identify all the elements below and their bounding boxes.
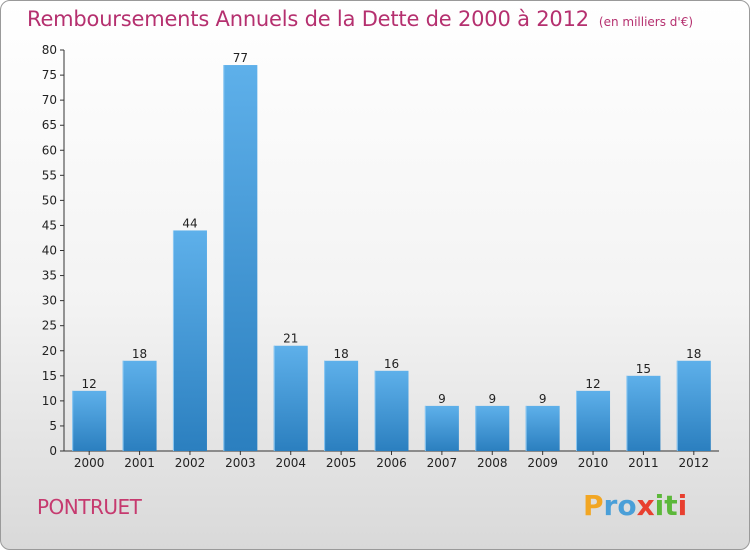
x-tick-label: 2009: [527, 456, 558, 470]
data-label: 18: [686, 347, 701, 361]
bar: [475, 405, 510, 451]
data-label: 9: [539, 392, 547, 406]
data-label: 16: [384, 357, 399, 371]
x-tick-label: 2007: [427, 456, 458, 470]
bar: [172, 230, 207, 451]
bar: [676, 360, 711, 451]
title-unit: (en milliers d'€): [598, 15, 694, 29]
y-tick-label: 25: [42, 319, 57, 333]
data-label: 12: [585, 377, 600, 391]
bar: [72, 390, 107, 451]
y-tick-label: 65: [42, 118, 57, 132]
bar: [223, 65, 258, 451]
commune-name: PONTRUET: [37, 495, 142, 519]
y-tick-label: 0: [49, 444, 57, 458]
y-tick-label: 35: [42, 269, 57, 283]
x-tick-label: 2004: [275, 456, 306, 470]
y-tick-label: 40: [42, 244, 57, 258]
y-tick-label: 75: [42, 68, 57, 82]
data-label: 44: [182, 216, 197, 230]
x-tick-label: 2010: [578, 456, 609, 470]
y-tick-label: 10: [42, 394, 57, 408]
bar: [122, 360, 157, 451]
y-tick-label: 45: [42, 218, 57, 232]
x-tick-label: 2002: [175, 456, 206, 470]
logo-letter: r: [603, 489, 618, 522]
y-tick-label: 20: [42, 344, 57, 358]
x-tick-label: 2008: [477, 456, 508, 470]
bar: [374, 370, 409, 451]
data-label: 77: [233, 51, 248, 65]
data-label: 18: [132, 347, 147, 361]
logo-letter: i: [654, 489, 665, 522]
proxiti-logo[interactable]: Proxiti: [583, 489, 687, 522]
data-label: 18: [333, 347, 348, 361]
data-label: 12: [82, 377, 97, 391]
data-label: 9: [438, 392, 446, 406]
bar: [525, 405, 560, 451]
logo-letter: P: [583, 489, 604, 522]
x-tick-label: 2003: [225, 456, 256, 470]
chart-title: Remboursements Annuels de la Dette de 20…: [27, 7, 693, 31]
logo-letter: i: [677, 489, 688, 522]
bar: [273, 345, 308, 451]
data-label: 9: [488, 392, 496, 406]
title-main: Remboursements Annuels de la Dette de 20…: [27, 7, 589, 31]
y-tick-label: 5: [49, 419, 57, 433]
bar: [626, 375, 661, 451]
x-tick-label: 2012: [679, 456, 710, 470]
bar: [576, 390, 611, 451]
y-tick-label: 50: [42, 193, 57, 207]
y-tick-label: 70: [42, 93, 57, 107]
x-tick-label: 2001: [124, 456, 155, 470]
bar: [324, 360, 359, 451]
x-tick-label: 2000: [74, 456, 105, 470]
x-tick-label: 2011: [628, 456, 659, 470]
bar: [424, 405, 459, 451]
y-tick-label: 30: [42, 294, 57, 308]
x-tick-label: 2005: [326, 456, 357, 470]
y-tick-label: 55: [42, 168, 57, 182]
logo-letter: x: [636, 489, 655, 522]
y-tick-label: 15: [42, 369, 57, 383]
data-label: 15: [636, 362, 651, 376]
data-label: 21: [283, 332, 298, 346]
logo-letter: o: [617, 489, 637, 522]
y-tick-label: 80: [42, 43, 57, 57]
logo-letter: t: [664, 489, 678, 522]
x-tick-label: 2006: [376, 456, 407, 470]
y-tick-label: 60: [42, 143, 57, 157]
